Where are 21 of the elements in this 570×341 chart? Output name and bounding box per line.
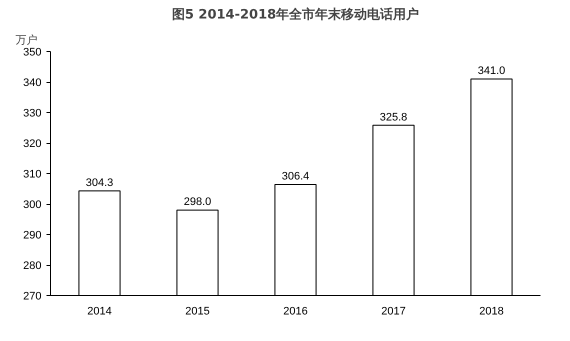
y-tick-label: 280 bbox=[23, 260, 42, 272]
y-tick-label: 320 bbox=[23, 138, 42, 150]
y-tick-label: 340 bbox=[23, 77, 42, 89]
data-label: 341.0 bbox=[478, 64, 506, 77]
data-label: 304.3 bbox=[86, 176, 114, 189]
y-tick-label: 270 bbox=[23, 290, 42, 302]
y-tick-label: 310 bbox=[23, 168, 42, 180]
x-tick-label: 2015 bbox=[185, 306, 210, 318]
x-tick-label: 2014 bbox=[87, 306, 112, 318]
y-tick-label: 330 bbox=[23, 108, 42, 120]
x-tick-label: 2018 bbox=[479, 306, 504, 318]
data-label: 325.8 bbox=[380, 111, 408, 124]
y-axis-title: 万户 bbox=[16, 34, 38, 46]
y-tick-label: 350 bbox=[23, 46, 42, 58]
chart-title: 图5 2014-2018年全市年末移动电话用户 bbox=[172, 6, 420, 22]
x-tick-label: 2016 bbox=[283, 306, 308, 318]
y-tick-label: 290 bbox=[23, 230, 42, 242]
x-tick-label: 2017 bbox=[381, 306, 406, 318]
data-label: 306.4 bbox=[282, 170, 310, 182]
y-tick-label: 300 bbox=[23, 199, 42, 211]
data-label: 298.0 bbox=[184, 196, 212, 208]
